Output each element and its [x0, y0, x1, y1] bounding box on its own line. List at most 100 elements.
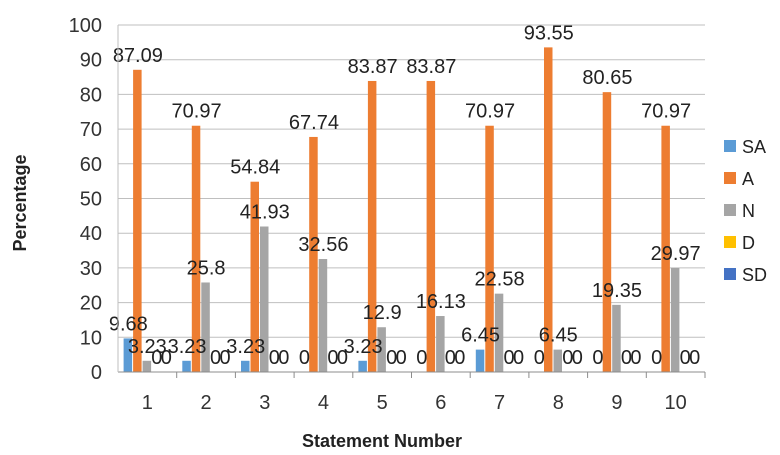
data-labels: 9.6887.093.23003.2370.9725.8003.2354.844… — [109, 22, 701, 369]
bar-n[interactable] — [142, 360, 152, 372]
x-tick-label: 5 — [377, 392, 388, 414]
data-label: 32.56 — [298, 234, 348, 256]
data-label: 0 — [219, 347, 230, 369]
data-label: 87.09 — [113, 45, 163, 67]
bars — [123, 47, 680, 372]
data-label: 93.55 — [524, 22, 574, 44]
y-tick-label: 0 — [91, 362, 102, 384]
data-label: 41.93 — [240, 202, 290, 224]
y-tick-label: 20 — [80, 293, 102, 315]
y-tick-label: 70 — [80, 119, 102, 141]
data-label: 0 — [592, 347, 603, 369]
y-tick-label: 30 — [80, 258, 102, 280]
x-tick-label: 8 — [553, 392, 564, 414]
data-label: 0 — [396, 347, 407, 369]
gridlines — [118, 24, 705, 373]
data-label: 0 — [454, 347, 465, 369]
x-tick-label: 2 — [200, 392, 211, 414]
x-tick-label: 7 — [494, 392, 505, 414]
bar-a[interactable] — [661, 125, 670, 372]
y-tick-label: 80 — [80, 84, 102, 106]
data-label: 0 — [386, 347, 397, 369]
bar-a[interactable] — [544, 47, 553, 372]
data-label: 0 — [689, 347, 700, 369]
data-label: 83.87 — [406, 56, 456, 78]
data-label: 3.23 — [344, 336, 383, 358]
data-label: 0 — [161, 347, 172, 369]
x-tick-label: 3 — [259, 392, 270, 414]
data-label: 0 — [327, 347, 338, 369]
data-label: 3.23 — [168, 336, 207, 358]
data-label: 0 — [534, 347, 545, 369]
data-label: 0 — [278, 347, 289, 369]
bar-a[interactable] — [367, 80, 377, 372]
legend-label-n[interactable]: N — [742, 201, 755, 221]
data-label: 6.45 — [461, 325, 500, 347]
data-label: 29.97 — [651, 243, 701, 265]
data-label: 3.23 — [128, 336, 167, 358]
y-tick-label: 60 — [80, 154, 102, 176]
data-label: 83.87 — [348, 56, 398, 78]
bar-a[interactable] — [426, 80, 436, 372]
bar-sa[interactable] — [475, 349, 485, 372]
bar-sa[interactable] — [182, 360, 191, 372]
bar-a[interactable] — [250, 181, 260, 372]
data-label: 0 — [337, 347, 348, 369]
bar-sa[interactable] — [123, 338, 133, 372]
bar-n[interactable] — [612, 304, 621, 372]
data-label: 0 — [562, 347, 573, 369]
x-tick-label: 9 — [611, 392, 622, 414]
legend-label-d[interactable]: D — [742, 233, 755, 253]
data-label: 80.65 — [582, 67, 632, 89]
y-tick-label: 10 — [80, 327, 102, 349]
x-axis-title: Statement Number — [302, 431, 462, 451]
y-tick-label: 100 — [69, 15, 102, 37]
legend[interactable]: SA AND SD — [724, 137, 767, 285]
legend-swatch-d — [724, 236, 736, 248]
bar-n[interactable] — [201, 282, 210, 372]
bar-n[interactable] — [436, 316, 445, 372]
data-label: 0 — [269, 347, 280, 369]
data-label: 0 — [513, 347, 524, 369]
data-label: 0 — [210, 347, 221, 369]
data-label: 70.97 — [465, 101, 515, 123]
bar-n[interactable] — [260, 226, 269, 372]
data-label: 25.8 — [187, 257, 226, 279]
data-label: 0 — [572, 347, 583, 369]
legend-swatch-a — [724, 172, 736, 184]
data-label: 70.97 — [172, 101, 222, 123]
legend-label-sa[interactable]: SA — [742, 137, 766, 157]
data-label: 67.74 — [289, 112, 339, 134]
bar-n[interactable] — [377, 327, 386, 372]
bar-a[interactable] — [133, 69, 142, 372]
data-label: 12.9 — [363, 302, 402, 324]
bar-n[interactable] — [553, 349, 563, 372]
data-label: 0 — [651, 347, 662, 369]
data-label: 9.68 — [109, 313, 148, 335]
bar-a[interactable] — [602, 92, 612, 372]
bar-sa[interactable] — [358, 360, 367, 372]
y-tick-label: 50 — [80, 189, 102, 211]
data-label: 0 — [299, 347, 310, 369]
data-label: 16.13 — [416, 291, 466, 313]
bar-a[interactable] — [485, 125, 494, 372]
bar-n[interactable] — [494, 293, 504, 372]
bar-sa[interactable] — [241, 360, 250, 372]
data-label: 6.45 — [539, 325, 578, 347]
data-label: 19.35 — [592, 280, 642, 302]
bar-n[interactable] — [318, 259, 328, 372]
x-tick-label: 6 — [435, 392, 446, 414]
y-tick-label: 40 — [80, 223, 102, 245]
x-tick-label: 4 — [318, 392, 329, 414]
bar-n[interactable] — [670, 268, 680, 372]
x-tick-label: 10 — [665, 392, 687, 414]
legend-label-sd[interactable]: SD — [742, 265, 767, 285]
legend-label-a[interactable]: A — [742, 169, 754, 189]
bar-a[interactable] — [309, 136, 318, 372]
y-axis-title: Percentage — [10, 154, 30, 251]
x-tick-label: 1 — [142, 392, 153, 414]
data-label: 0 — [445, 347, 456, 369]
bar-a[interactable] — [191, 125, 201, 372]
